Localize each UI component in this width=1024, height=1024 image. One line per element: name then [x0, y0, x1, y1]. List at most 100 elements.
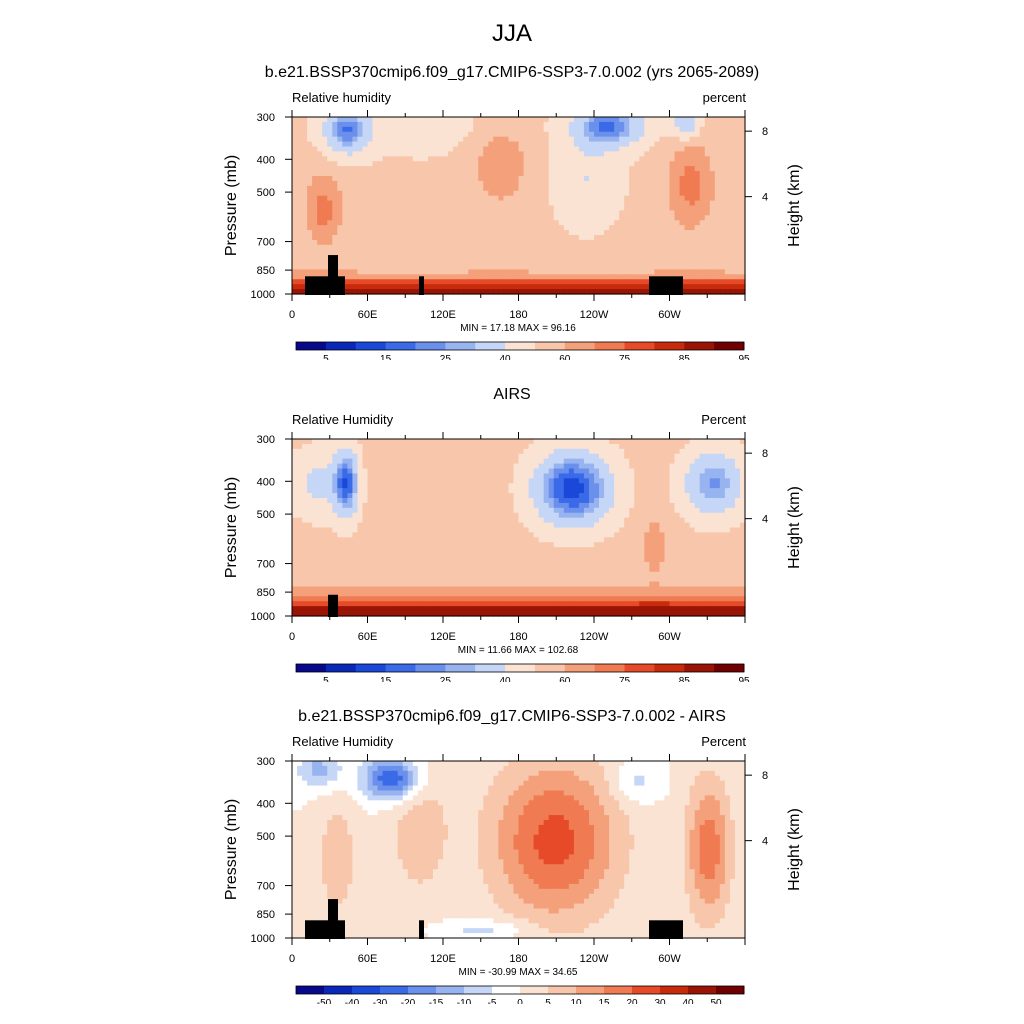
x-tick-label: 180: [509, 953, 527, 965]
topography-mask: [305, 255, 683, 295]
y-tick-label: 300: [257, 434, 275, 446]
x-tick-label: 60E: [358, 953, 378, 965]
y2-axis: 84: [745, 448, 768, 526]
x-tick-label: 120E: [430, 631, 456, 643]
min-max-label: MIN = -30.99 MAX = 34.65: [459, 967, 578, 978]
y-axis-title: Pressure (mb): [223, 155, 240, 256]
x-tick-label: 120W: [580, 631, 609, 643]
y-tick-label: 400: [257, 798, 275, 810]
contour-field: [292, 761, 746, 939]
colorbar-swatch: [505, 664, 536, 672]
y-tick-label: 1000: [251, 933, 275, 945]
colorbar-label: -50: [317, 998, 332, 1004]
min-max-label: MIN = 17.18 MAX = 96.16: [460, 323, 576, 334]
x-tick-label: 0: [289, 309, 295, 321]
colorbar-label: 15: [380, 676, 392, 682]
colorbar-swatch: [594, 342, 626, 350]
colorbar-swatch: [534, 664, 566, 672]
x-tick-label: 60E: [358, 309, 378, 321]
y-tick-label: 300: [257, 756, 275, 768]
colorbar-label: 40: [500, 354, 512, 360]
units-label: percent: [702, 90, 746, 105]
y2-axis: 84: [745, 126, 768, 204]
y2-axis-title: Height (km): [786, 164, 803, 247]
colorbar: -50 -40 -30 -20 -15 -10 -5 0 5 10 15 20 30 40 50: [295, 985, 745, 1004]
colorbar-swatch: [380, 986, 409, 994]
topography-mask: [305, 899, 683, 939]
colorbar-swatch: [296, 664, 327, 672]
colorbar-swatch: [355, 342, 387, 350]
y-tick-label: 1000: [251, 289, 275, 301]
x-tick-label: 0: [289, 631, 295, 643]
y-tick-label: 850: [257, 265, 275, 277]
colorbar-label: -15: [429, 998, 444, 1004]
colorbar-label: 50: [710, 998, 722, 1004]
colorbar-swatch: [445, 664, 476, 672]
y-axis: 300 400 500 700 850 1000: [251, 756, 292, 945]
y-axis-title: Pressure (mb): [223, 477, 240, 578]
y-tick-label: 700: [257, 559, 275, 571]
units-label: Percent: [701, 734, 746, 749]
x-tick-label: 120W: [580, 953, 609, 965]
colorbar-swatch: [385, 664, 416, 672]
x-tick-label: 0: [289, 953, 295, 965]
y-tick-label: 400: [257, 476, 275, 488]
panel-title: b.e21.BSSP370cmip6.f09_g17.CMIP6-SSP3-7.…: [264, 64, 760, 81]
y-tick-label: 500: [257, 509, 275, 521]
y-tick-label: 700: [257, 881, 275, 893]
colorbar-swatch: [624, 664, 655, 672]
colorbar-swatch: [324, 986, 353, 994]
colorbar-label: 95: [738, 676, 750, 682]
colorbar-label: 15: [598, 998, 610, 1004]
colorbar-label: 40: [682, 998, 694, 1004]
colorbar-label: 60: [559, 676, 571, 682]
colorbar-swatch: [492, 986, 521, 994]
y2-axis-title: Height (km): [786, 486, 803, 569]
colorbar-label: -10: [457, 998, 472, 1004]
topography-mask: [328, 594, 338, 617]
units-label: Percent: [701, 412, 746, 427]
colorbar-label: 10: [570, 998, 582, 1004]
colorbar-swatch: [408, 986, 437, 994]
y2-tick-label: 8: [762, 770, 768, 782]
colorbar-swatch: [355, 664, 387, 672]
colorbar-label: 0: [517, 998, 523, 1004]
colorbar-swatch: [654, 342, 685, 350]
y2-tick-label: 4: [762, 836, 768, 848]
colorbar-swatch: [594, 664, 626, 672]
colorbar-swatch: [660, 986, 689, 994]
colorbar-swatch: [445, 342, 476, 350]
colorbar-swatch: [325, 342, 357, 350]
y-tick-label: 1000: [251, 611, 275, 623]
x-tick-label: 180: [509, 631, 527, 643]
y-axis-title: Pressure (mb): [223, 799, 240, 900]
colorbar-label: -5: [488, 998, 497, 1004]
y2-axis: 84: [745, 770, 768, 848]
colorbar-swatch: [576, 986, 605, 994]
contour-field: [292, 439, 746, 617]
x-tick-label: 120E: [430, 309, 456, 321]
y-tick-label: 700: [257, 237, 275, 249]
variable-label: Relative Humidity: [292, 734, 394, 749]
y-tick-label: 400: [257, 154, 275, 166]
colorbar-label: 40: [500, 676, 512, 682]
colorbar-swatch: [475, 664, 506, 672]
panel-title: AIRS: [493, 386, 531, 403]
colorbar-swatch: [296, 342, 327, 350]
colorbar-swatch: [505, 342, 536, 350]
y-axis: 300 400 500 700 850 1000: [251, 434, 292, 623]
colorbar-label: 85: [679, 354, 691, 360]
colorbar-swatch: [464, 986, 493, 994]
colorbar-label: -20: [401, 998, 416, 1004]
colorbar-swatch: [548, 986, 577, 994]
colorbar: 5 15 25 40 60 75 85 95: [295, 341, 750, 360]
y-tick-label: 500: [257, 831, 275, 843]
colorbar-swatch: [564, 664, 596, 672]
colorbar-swatch: [415, 664, 446, 672]
colorbar-swatch: [714, 342, 745, 350]
x-axis: 0 60E 120E 180 120W 60W: [289, 110, 746, 321]
y2-axis-title: Height (km): [786, 808, 803, 891]
contour-field: [292, 117, 746, 295]
colorbar-swatch: [564, 342, 596, 350]
colorbar-swatch: [654, 664, 685, 672]
